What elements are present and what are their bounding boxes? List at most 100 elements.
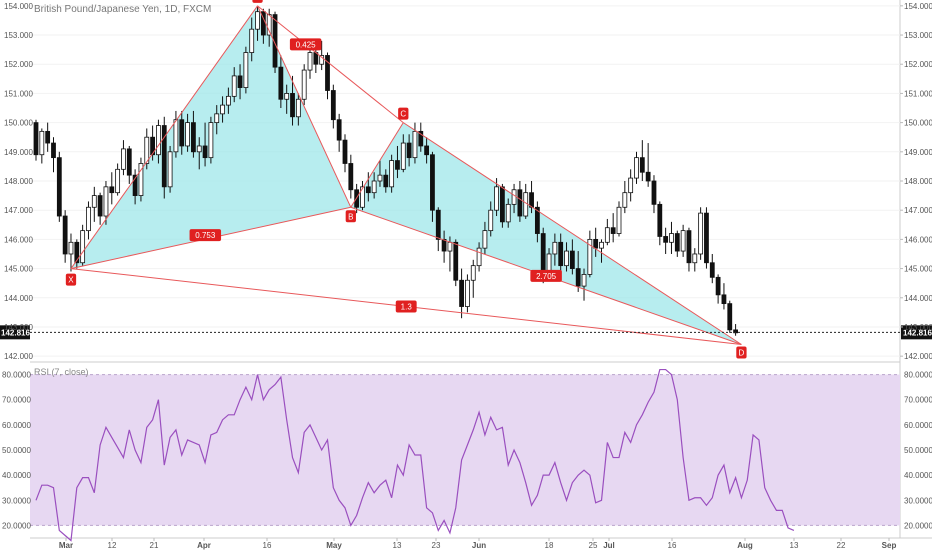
candle-body: [115, 168, 121, 194]
candle-body: [459, 279, 464, 307]
candle-body: [470, 265, 476, 281]
rsi-tick-label-left: 30.0000: [2, 496, 31, 505]
time-tick-label: May: [326, 541, 342, 550]
price-tick-label-left: 146.000: [4, 235, 33, 244]
candle-body: [249, 28, 255, 53]
time-tick-label: 18: [545, 541, 554, 550]
candle-body: [686, 230, 692, 264]
candle-body: [132, 174, 138, 196]
price-tick-label: 148.000: [904, 177, 932, 186]
candle-body: [45, 130, 51, 144]
ratio-ac-bg: [289, 38, 322, 51]
time-axis-ticks: Mar 12 21 Apr 16 May 13 23 Jun 18 25 Jul 16 Aug 13 22 Se…: [59, 538, 896, 550]
candle-body: [435, 209, 441, 240]
candle-body: [721, 294, 727, 305]
candle-body: [575, 268, 581, 287]
candle-body: [360, 186, 365, 208]
candle-body: [191, 122, 196, 153]
price-tick-label: 147.000: [904, 206, 932, 215]
candle-body: [616, 206, 622, 234]
price-tick-label: 146.000: [904, 235, 932, 244]
candle-body: [680, 230, 686, 252]
candle-body: [639, 157, 645, 173]
time-tick-label: 12: [108, 541, 117, 550]
ratio-xd: 1.3: [401, 303, 413, 312]
candle-body: [272, 14, 278, 68]
rsi-tick-label: 50.0000: [904, 446, 932, 455]
candle-body: [121, 148, 126, 170]
rsi-tick-label: 80.0000: [904, 371, 932, 380]
candle-body: [587, 238, 593, 275]
candle-body: [371, 180, 377, 194]
candle-body: [698, 212, 704, 255]
candle-body: [365, 186, 371, 194]
candle-body: [558, 241, 564, 267]
candle-body: [202, 145, 208, 159]
current-price-label-right: 142.816: [903, 328, 932, 337]
candle-body: [645, 171, 651, 182]
candle-body: [604, 227, 610, 243]
candle-body: [418, 130, 424, 147]
time-tick-label: 22: [837, 541, 846, 550]
ratio-xb-bg: [189, 229, 222, 242]
price-tick-label: 145.000: [904, 265, 932, 274]
candle-body: [237, 75, 243, 88]
candle-body: [727, 303, 733, 331]
candle-body: [126, 148, 132, 176]
candle-body: [284, 93, 290, 100]
label-a: A: [255, 0, 261, 2]
candle-body: [33, 122, 39, 156]
candle-body: [465, 279, 470, 307]
candle-body: [412, 130, 418, 159]
candle-body: [220, 104, 225, 115]
price-tick-label: 142.000: [904, 352, 932, 361]
candle-body: [336, 119, 342, 141]
candle-body: [74, 241, 80, 264]
candle-body: [377, 174, 383, 182]
candle-body: [447, 241, 453, 252]
time-tick-label: 13: [393, 541, 402, 550]
candle-body: [395, 160, 400, 170]
candle-body: [103, 186, 109, 217]
candle-body: [138, 163, 144, 196]
price-tick-label: 152.000: [904, 60, 932, 69]
candle-body: [552, 241, 558, 255]
time-tick-label: 16: [263, 541, 272, 550]
candle-body: [704, 212, 709, 264]
current-price-label-left: 142.816: [1, 328, 30, 337]
time-tick-label: 21: [150, 541, 159, 550]
candle-body: [214, 113, 220, 124]
label-a-bg: [252, 0, 263, 3]
candle-body: [511, 189, 517, 205]
candle-body: [424, 145, 430, 156]
rsi-line: [35, 368, 795, 542]
price-tick-label-left: 151.000: [4, 89, 33, 98]
candles[interactable]: [33, 5, 738, 336]
candle-body: [225, 95, 231, 106]
candle-body: [494, 186, 499, 211]
time-tick-label: 25: [589, 541, 598, 550]
ratio-bd-bg: [530, 269, 562, 282]
ratio-ac: 0.425: [296, 40, 317, 49]
candle-body: [581, 274, 587, 287]
candle-body: [62, 215, 68, 255]
price-tick-label: 154.000: [904, 2, 932, 11]
price-tick-label-left: 150.000: [4, 119, 33, 128]
label-b-bg: [345, 210, 356, 223]
candle-body: [505, 203, 511, 223]
candle-body: [599, 241, 604, 249]
candle-body: [144, 136, 150, 164]
pattern-leg-xa: [70, 5, 258, 269]
price-tick-label-left: 148.000: [4, 177, 33, 186]
price-tick-label-left: 147.000: [4, 206, 33, 215]
price-tick-label-left: 152.000: [4, 60, 33, 69]
candle-body: [628, 177, 634, 194]
candle-body: [709, 262, 715, 278]
chart-title: British Pound/Japanese Yen, 1D, FXCM: [34, 4, 212, 15]
candle-body: [517, 189, 523, 217]
candle-body: [68, 241, 74, 255]
ratio-xd-bg: [395, 300, 417, 313]
candle-body: [80, 230, 86, 264]
price-tick-label-left: 142.000: [4, 352, 33, 361]
